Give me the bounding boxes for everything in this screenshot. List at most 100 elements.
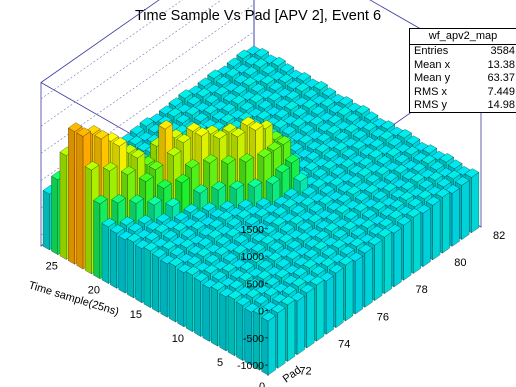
bar-11-top [139,117,155,127]
bar-507-top [429,161,445,171]
bar-492-top [353,202,369,212]
bar-500-top [276,258,291,268]
bar-572-top [464,168,480,178]
bar-351-top [168,257,184,267]
bar-114-top [249,93,264,103]
bar-587-face-b [326,275,334,335]
bar-175-top [101,217,117,228]
bar-298-top [239,153,254,163]
bar-358-top [322,160,337,170]
bar-87-top [68,122,83,132]
bar-506-top [439,153,454,163]
y-tick-label-2: 76 [377,311,389,323]
bar-483-face-a [219,292,227,352]
bar-221-top [320,97,335,108]
bar-390-top [234,234,249,244]
bar-94-top [221,103,237,113]
bar-503-top [247,278,262,288]
bar-215-top [157,179,172,189]
bar-543-top [302,259,318,269]
bar-586-top [329,264,344,274]
chart-title: Time Sample Vs Pad [APV 2], Event 6 [134,8,382,24]
bar-135-top [267,92,282,102]
bar-513-top [371,201,387,211]
bar-493-top [343,210,359,220]
bar-91-top [250,83,266,93]
bar-574-face-b [451,188,460,247]
bar-589-top [300,284,315,294]
bar-73-top [203,104,218,114]
bar-307-top [152,248,167,258]
bar-241-top [126,233,142,243]
bar-304-top [181,228,196,238]
bar-457-top [249,253,265,263]
bar-565-top [311,265,326,275]
bar-174-top [111,194,126,204]
bar-428-top [309,203,324,213]
bar-275-top [240,116,255,126]
bar-201-top [292,107,308,117]
bar-254-top [222,123,237,133]
grid-line-z-2 [40,31,255,181]
bar-237-top [165,197,181,208]
bar-21-face-a [42,190,50,251]
bar-203-top [273,119,288,129]
bar-514-top [362,209,377,219]
bar-448-top [336,193,352,203]
bar-344-top [236,209,252,219]
bar-403-top [329,176,345,187]
bar-499-top [285,250,301,260]
bar-285-face-a [143,247,151,308]
bar-136-top [257,100,273,110]
bar-557-top [388,209,403,220]
bar-547-top [263,287,279,297]
bar-537-top [360,219,376,229]
bar-311-top [334,131,350,141]
bar-32-top [157,115,173,126]
bar-225-top [281,125,297,135]
bar-434-top [250,243,266,253]
bar-90-top [260,75,275,85]
bar-505-top [227,290,243,300]
bar-279-top [201,202,217,212]
bar-287-top [345,113,361,123]
bar-156-top [285,90,301,100]
z-tick-label-4: -500 [243,333,264,345]
stats-box: wf_apv2_map Entries 3584 Mean x 13.38 Mean… [409,28,516,114]
bar-196-top [119,216,135,226]
bar-242-top [338,96,354,106]
bar-197-top [110,224,125,234]
bar-527-top [236,296,251,306]
bar-567-top [291,277,307,287]
bar-526-top [245,288,261,298]
bar-502-top [256,270,272,280]
grid-line-z-4 [40,0,222,127]
bar-93-top [231,95,246,105]
bar-455-top [269,241,284,251]
bar-528-top [447,159,463,169]
bar-153-face-a [93,200,101,280]
bar-478-top [267,251,283,262]
bar-324-top [208,219,224,229]
bar-561-top [349,237,365,247]
bar-29-top [186,95,202,106]
bar-489-top [382,182,398,192]
bar-445-top [365,173,381,184]
bar-111-top [278,73,293,83]
bar-462-top [422,144,438,154]
bar-479-top [258,259,273,270]
bar-466-top [383,172,399,182]
bar-517-top [332,228,348,239]
x-tick-label-3: 10 [172,333,184,345]
bar-564-top [320,257,336,267]
bar-554-top [417,189,432,200]
bar-238-top [155,213,171,223]
bar-261-top [154,223,170,233]
x-tick-label-5: 0 [259,381,265,387]
bar-198-top [321,87,337,97]
bar-216-top [147,196,162,206]
bar-270-top [288,142,304,152]
bar-576-top [425,196,441,206]
bar-395-top [185,266,201,276]
